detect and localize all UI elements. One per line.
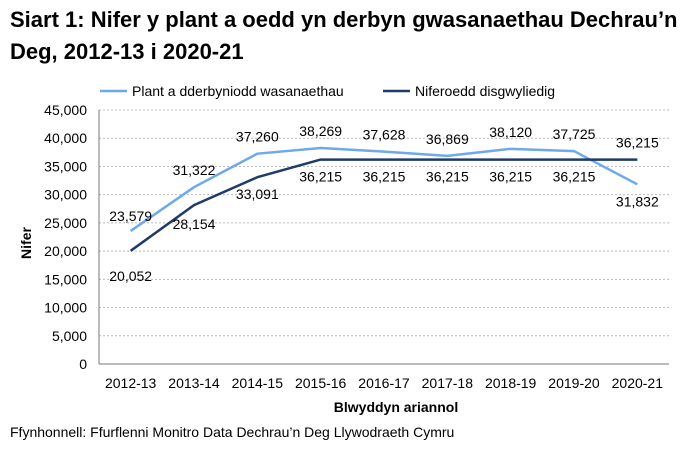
x-tick-label: 2015-16	[295, 375, 347, 391]
y-tick-label: 40,000	[44, 130, 87, 146]
data-label: 36,215	[616, 135, 659, 151]
y-tick-label: 5,000	[52, 328, 87, 344]
data-label: 31,832	[616, 193, 659, 209]
y-tick-label: 25,000	[44, 215, 87, 231]
x-tick-label: 2014-15	[232, 375, 284, 391]
data-label: 36,215	[489, 169, 532, 185]
y-tick-label: 45,000	[44, 102, 87, 118]
y-tick-label: 35,000	[44, 158, 87, 174]
chart-title: Siart 1: Nifer y plant a oedd yn derbyn …	[10, 7, 678, 64]
data-label: 20,052	[109, 268, 152, 284]
data-label: 37,628	[363, 127, 406, 143]
x-axis-label: Blwyddyn ariannol	[334, 399, 458, 415]
x-tick-label: 2017-18	[422, 375, 474, 391]
legend-label: Niferoedd disgwyliedig	[415, 83, 555, 99]
x-tick-label: 2012-13	[105, 375, 157, 391]
data-label: 33,091	[236, 186, 279, 202]
x-tick-label: 2018-19	[485, 375, 537, 391]
data-label: 36,215	[363, 169, 406, 185]
data-label: 37,725	[553, 126, 596, 142]
y-tick-label: 10,000	[44, 300, 87, 316]
source-note: Ffynhonnell: Ffurflenni Monitro Data Dec…	[10, 424, 455, 440]
y-tick-label: 0	[79, 356, 87, 372]
y-axis-label: Nifer	[18, 227, 34, 259]
data-label: 31,322	[173, 162, 216, 178]
x-tick-label: 2020-21	[612, 375, 664, 391]
x-tick-label: 2013-14	[168, 375, 220, 391]
data-label: 36,215	[426, 169, 469, 185]
data-label: 38,120	[489, 124, 532, 140]
x-tick-label: 2016-17	[358, 375, 410, 391]
y-tick-label: 20,000	[44, 243, 87, 259]
y-tick-label: 15,000	[44, 271, 87, 287]
legend-label: Plant a dderbyniodd wasanaethau	[132, 83, 344, 99]
data-label: 36,215	[553, 169, 596, 185]
data-label: 36,869	[426, 131, 469, 147]
data-label: 28,154	[173, 216, 216, 232]
data-label: 37,260	[236, 129, 279, 145]
data-label: 23,579	[109, 208, 152, 224]
data-label: 36,215	[299, 169, 342, 185]
y-tick-label: 30,000	[44, 187, 87, 203]
data-label: 38,269	[299, 123, 342, 139]
x-tick-label: 2019-20	[548, 375, 600, 391]
